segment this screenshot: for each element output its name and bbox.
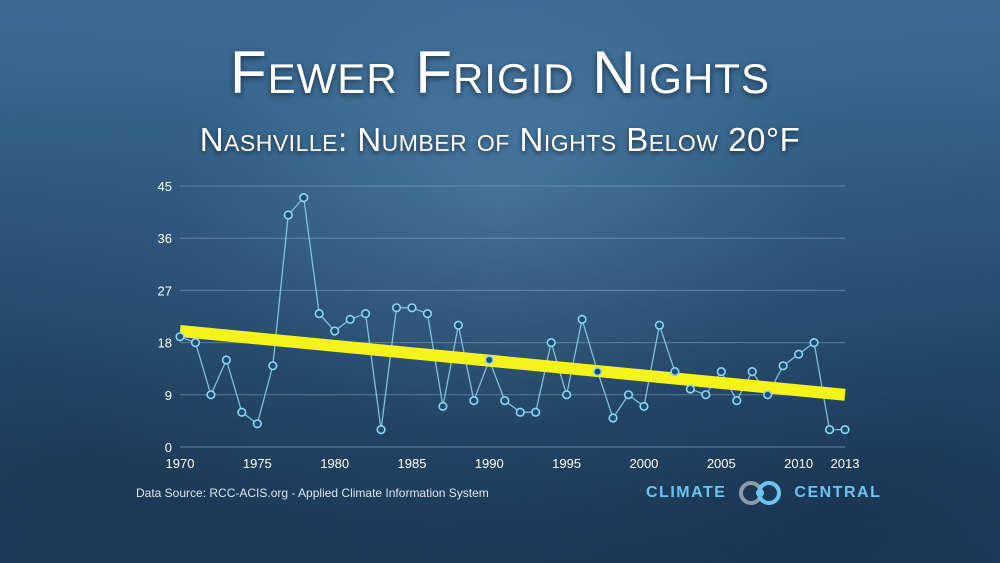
data-point bbox=[809, 338, 819, 348]
trend-line bbox=[179, 325, 846, 401]
data-point bbox=[778, 361, 788, 371]
data-point bbox=[670, 367, 680, 377]
chart-title: Fewer Frigid Nights bbox=[230, 39, 770, 106]
data-point bbox=[701, 390, 711, 400]
x-tick-label: 2005 bbox=[707, 456, 736, 471]
data-point bbox=[360, 309, 371, 319]
data-point bbox=[531, 407, 541, 417]
data-point bbox=[314, 309, 324, 319]
x-tick-label: 1985 bbox=[398, 456, 427, 471]
data-point bbox=[422, 309, 433, 319]
data-point bbox=[685, 384, 695, 394]
x-tick-label: 1995 bbox=[552, 456, 581, 471]
data-point bbox=[840, 425, 850, 435]
data-point bbox=[237, 407, 247, 417]
y-tick-label: 27 bbox=[158, 283, 172, 298]
data-point bbox=[190, 338, 201, 348]
data-point bbox=[268, 361, 278, 371]
data-point bbox=[592, 367, 603, 377]
data-point bbox=[732, 396, 742, 406]
y-tick-label: 36 bbox=[158, 231, 172, 246]
data-point bbox=[330, 326, 340, 336]
x-tick-label: 2013 bbox=[831, 456, 860, 471]
data-point bbox=[391, 303, 402, 313]
data-point bbox=[546, 338, 556, 348]
y-tick-label: 45 bbox=[158, 179, 172, 194]
data-point bbox=[577, 314, 587, 325]
chart-subtitle: Nashville: Number of Nights Below 20°F bbox=[199, 121, 801, 158]
data-point bbox=[500, 396, 510, 406]
data-point bbox=[453, 320, 463, 330]
y-tick-label: 0 bbox=[165, 440, 172, 455]
x-tick-label: 1990 bbox=[475, 456, 504, 471]
data-point bbox=[515, 407, 525, 417]
x-tick-label: 1970 bbox=[166, 456, 195, 471]
data-point bbox=[407, 303, 417, 313]
data-point bbox=[623, 390, 634, 400]
x-tick-label: 1980 bbox=[320, 456, 349, 471]
data-point bbox=[206, 390, 216, 400]
data-point bbox=[794, 349, 804, 359]
data-point bbox=[484, 355, 494, 365]
logo-text-left: CLIMATE bbox=[646, 484, 727, 501]
data-point bbox=[175, 332, 185, 342]
data-point bbox=[639, 401, 649, 412]
y-tick-label: 9 bbox=[165, 388, 172, 403]
linked-rings-icon bbox=[739, 481, 782, 505]
data-point bbox=[747, 367, 757, 377]
climate-central-logo: CLIMATE CENTRAL bbox=[646, 480, 881, 506]
y-tick-label: 18 bbox=[158, 336, 172, 351]
data-point bbox=[716, 367, 726, 377]
data-point bbox=[252, 419, 262, 429]
data-point bbox=[763, 390, 773, 400]
data-point bbox=[438, 401, 448, 412]
data-point bbox=[562, 390, 572, 400]
x-tick-label: 2000 bbox=[629, 456, 658, 471]
data-source-note: Data Source: RCC-ACIS.org - Applied Clim… bbox=[136, 486, 489, 500]
data-point bbox=[283, 210, 293, 220]
data-point bbox=[608, 413, 618, 423]
logo-text-right: CENTRAL bbox=[794, 484, 882, 501]
x-tick-label: 2010 bbox=[784, 456, 813, 471]
data-point bbox=[376, 425, 386, 435]
data-point bbox=[824, 425, 835, 435]
data-point bbox=[221, 355, 231, 365]
data-point bbox=[299, 193, 309, 203]
data-point bbox=[654, 320, 665, 330]
data-point bbox=[345, 314, 355, 325]
data-point bbox=[469, 396, 479, 406]
x-tick-label: 1975 bbox=[243, 456, 272, 471]
